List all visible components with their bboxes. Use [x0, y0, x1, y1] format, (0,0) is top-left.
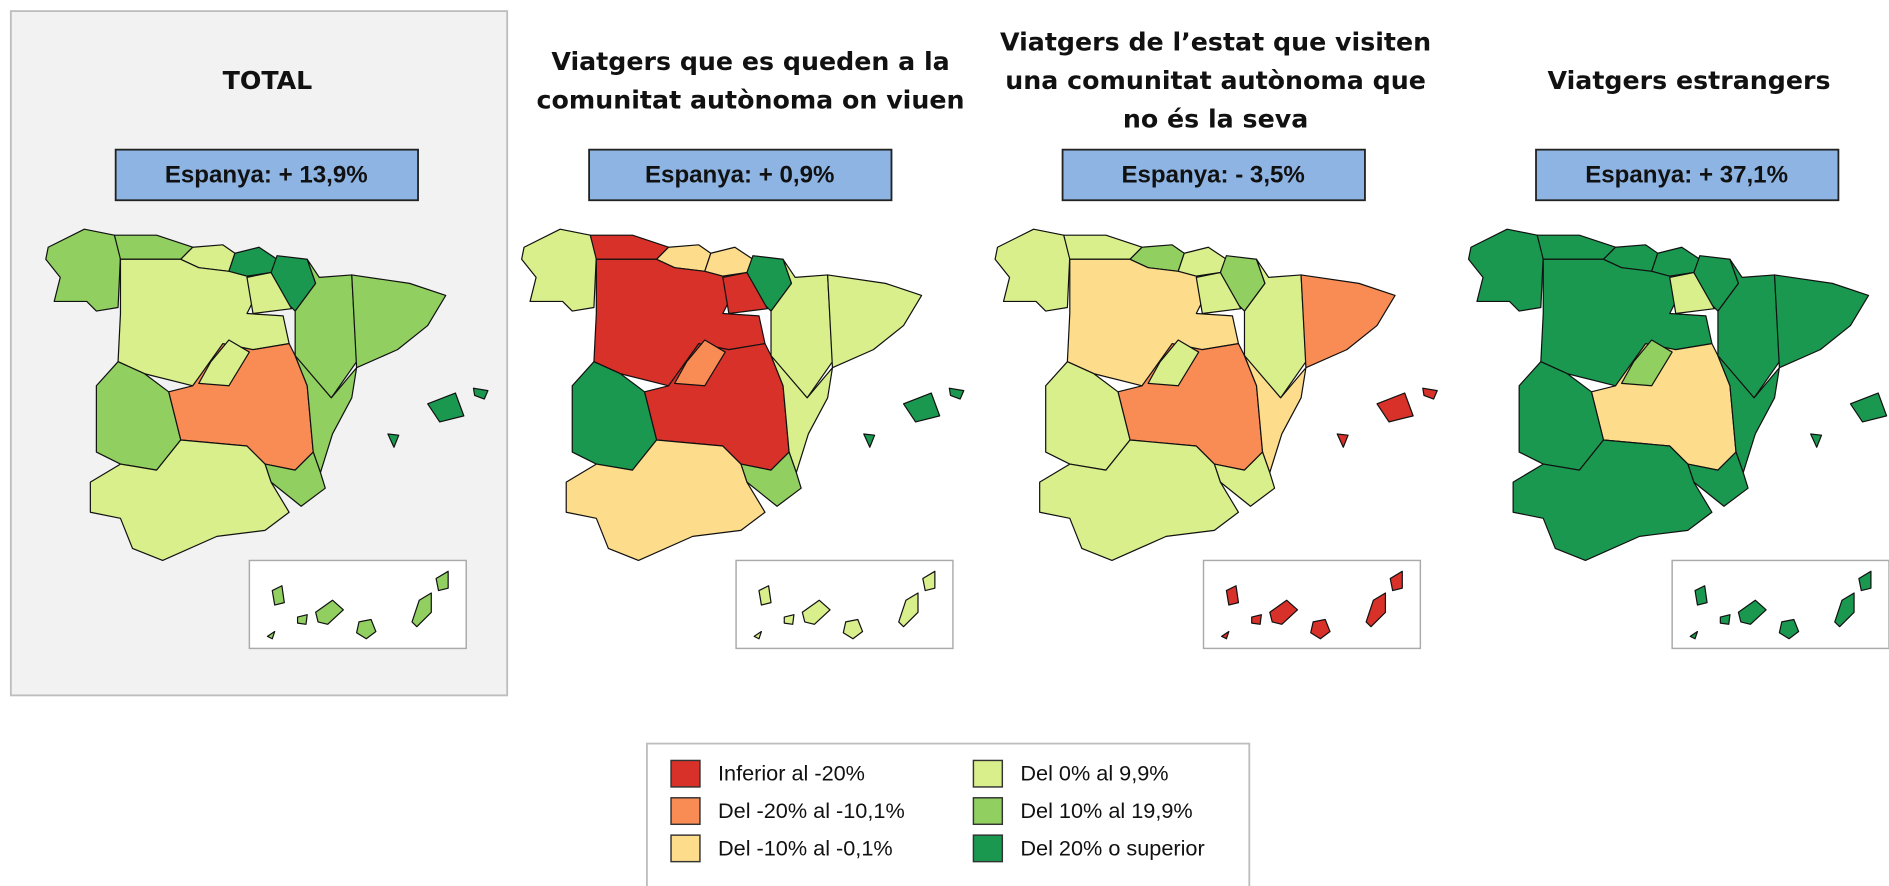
summary-box — [114, 148, 419, 202]
region — [674, 339, 726, 387]
region — [770, 355, 834, 474]
region — [571, 361, 658, 471]
panel-title: Viatgers estrangers — [1547, 66, 1830, 95]
region — [589, 234, 670, 260]
panel-title: una comunitat autònoma que — [1005, 66, 1426, 95]
region — [722, 271, 769, 315]
summary-label: Espanya: + 13,9% — [165, 162, 368, 189]
region — [1177, 246, 1228, 277]
region — [1651, 246, 1701, 277]
region — [1045, 361, 1131, 471]
region — [89, 439, 290, 562]
region — [1669, 271, 1715, 315]
region — [1063, 234, 1143, 260]
summary-box — [1535, 148, 1840, 202]
summary-box — [1061, 148, 1366, 202]
canary-inset — [735, 559, 954, 650]
region — [1717, 355, 1780, 474]
legend-label: Del -20% al -10,1% — [718, 798, 905, 823]
region — [1300, 274, 1396, 369]
region — [1039, 439, 1240, 562]
canary-inset — [1671, 559, 1889, 650]
legend-swatch — [670, 759, 701, 788]
region — [1810, 392, 1888, 448]
legend-swatch — [972, 797, 1004, 826]
region — [1336, 387, 1438, 448]
region — [266, 570, 449, 640]
legend-box — [646, 742, 1251, 886]
region — [1689, 570, 1872, 640]
region — [827, 274, 923, 369]
region — [753, 570, 936, 640]
legend-label: Inferior al -20% — [718, 761, 865, 786]
legend-label: Del -10% al -0,1% — [718, 835, 893, 860]
region — [1536, 234, 1617, 260]
region — [863, 387, 965, 448]
region — [198, 339, 250, 387]
region — [565, 439, 766, 562]
region — [1773, 274, 1870, 369]
region — [704, 246, 754, 277]
region — [294, 355, 358, 474]
panel-title: TOTAL — [223, 66, 313, 95]
region — [1243, 355, 1307, 474]
region — [1467, 228, 1544, 312]
legend-swatch — [670, 834, 701, 863]
legend-label: Del 0% al 9,9% — [1020, 761, 1168, 786]
region — [1147, 339, 1200, 387]
panel-title: comunitat autònoma on viuen — [537, 85, 965, 114]
summary-box — [588, 148, 893, 202]
panel-title: no és la seva — [1123, 105, 1308, 134]
region — [1220, 570, 1403, 640]
region — [1512, 439, 1713, 562]
legend-swatch — [670, 797, 701, 826]
panel-title: Viatgers de l’estat que visiten — [1000, 28, 1431, 57]
region — [95, 361, 182, 471]
summary-label: Espanya: - 3,5% — [1121, 162, 1304, 189]
legend-swatch — [972, 759, 1004, 788]
region — [521, 228, 597, 312]
canary-inset — [248, 559, 467, 650]
region — [1195, 271, 1242, 315]
legend-label: Del 10% al 19,9% — [1020, 798, 1192, 823]
region — [994, 228, 1071, 312]
summary-label: Espanya: + 0,9% — [645, 162, 834, 189]
region — [1620, 339, 1673, 387]
legend-label: Del 20% o superior — [1020, 835, 1204, 860]
region — [45, 228, 122, 312]
summary-label: Espanya: + 37,1% — [1585, 162, 1788, 189]
region — [387, 387, 489, 448]
legend-swatch — [972, 834, 1004, 863]
canary-inset — [1202, 559, 1422, 650]
region — [1518, 361, 1605, 471]
region — [246, 271, 293, 315]
panel-title: Viatgers que es queden a la — [551, 47, 949, 76]
